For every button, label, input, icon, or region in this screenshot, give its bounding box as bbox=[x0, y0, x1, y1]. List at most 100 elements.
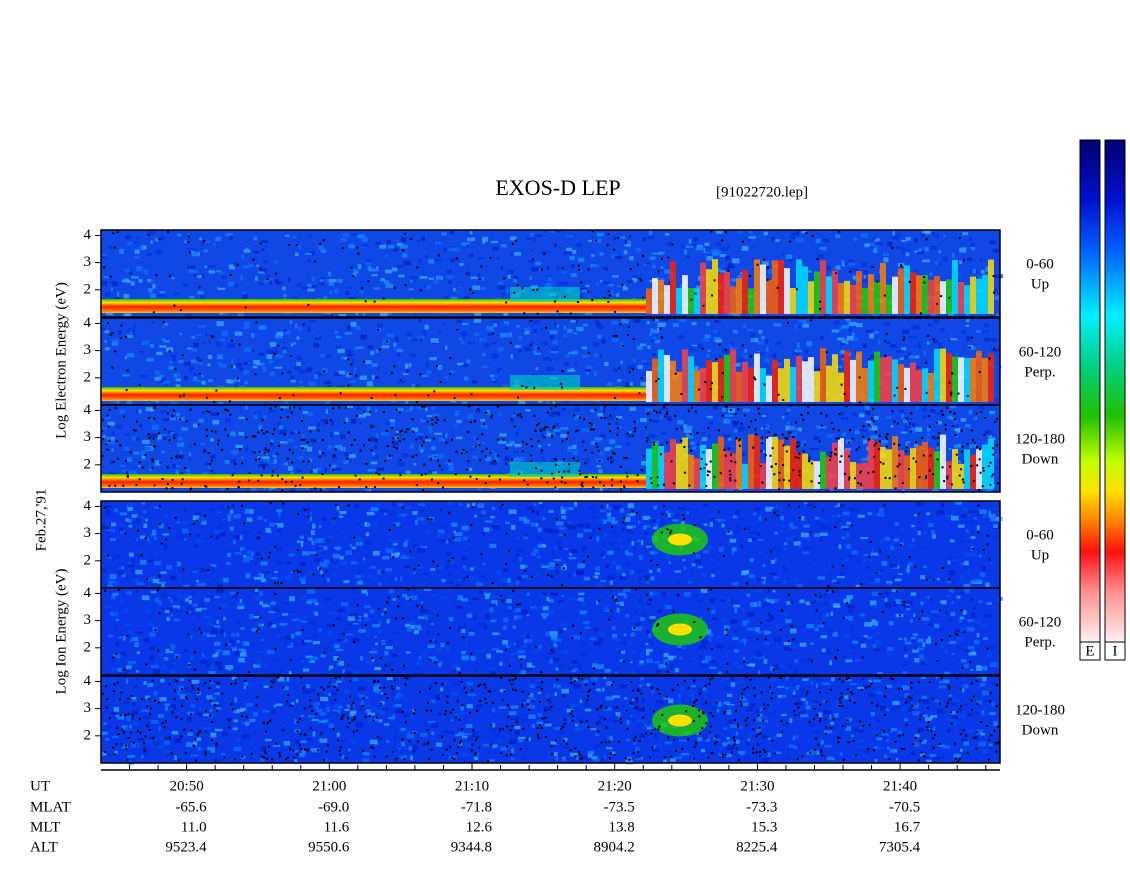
spectrogram-texture bbox=[980, 270, 985, 274]
spectrogram-texture bbox=[482, 562, 486, 566]
spectrogram-texture bbox=[927, 335, 930, 338]
spectrogram-texture bbox=[489, 256, 492, 259]
spectrogram-texture bbox=[565, 523, 572, 528]
spectrogram-texture bbox=[133, 324, 136, 329]
spectrogram-texture bbox=[221, 331, 228, 336]
spectrogram-texture bbox=[299, 483, 302, 486]
spectrogram-texture bbox=[424, 472, 427, 475]
spectrogram-texture bbox=[801, 359, 807, 362]
spectrogram-texture bbox=[757, 532, 760, 536]
spectrogram-texture bbox=[202, 240, 211, 243]
spectrogram-texture bbox=[727, 262, 734, 268]
spectrogram-texture bbox=[911, 538, 916, 543]
spectrogram-texture bbox=[198, 372, 201, 375]
spectrogram-texture bbox=[367, 345, 374, 349]
spectrogram-texture bbox=[636, 474, 639, 477]
spectrogram-texture bbox=[870, 331, 879, 334]
spectrogram-texture bbox=[416, 266, 419, 269]
spectrogram-texture bbox=[836, 576, 845, 579]
spectrogram-texture bbox=[322, 451, 325, 454]
spectrogram-texture bbox=[903, 336, 906, 339]
spectrogram-texture bbox=[150, 419, 155, 423]
spectrogram-texture bbox=[874, 238, 880, 242]
spectrogram-texture bbox=[597, 334, 602, 339]
spectrogram-texture bbox=[431, 440, 436, 445]
spectrogram-texture bbox=[446, 275, 454, 279]
spectrogram-texture bbox=[800, 532, 809, 538]
spectrogram-texture bbox=[678, 318, 687, 323]
spectrogram-texture bbox=[708, 434, 711, 439]
spectrogram-texture bbox=[405, 428, 408, 431]
spectrogram-texture bbox=[778, 488, 781, 491]
spectrogram-texture bbox=[106, 530, 113, 534]
spectrogram-texture bbox=[838, 413, 841, 416]
spectrogram-texture bbox=[791, 233, 797, 236]
spectrogram-texture bbox=[869, 540, 872, 543]
spectrogram-texture bbox=[553, 425, 556, 428]
spectrogram-texture bbox=[728, 437, 732, 441]
spectrogram-texture bbox=[134, 249, 140, 254]
spectrogram-texture bbox=[166, 565, 173, 570]
spectrogram-texture bbox=[718, 273, 724, 314]
spectrogram-texture bbox=[739, 438, 742, 441]
spectrogram-texture bbox=[976, 278, 982, 314]
spectrogram-texture bbox=[245, 446, 249, 451]
spectrogram-texture bbox=[709, 388, 712, 391]
spectrogram-texture bbox=[270, 371, 275, 377]
spectrogram-texture bbox=[840, 350, 846, 355]
spectrogram-texture bbox=[128, 271, 133, 275]
spectrogram-texture bbox=[500, 266, 504, 271]
spectrogram-texture bbox=[566, 454, 573, 458]
spectrogram-texture bbox=[601, 578, 608, 581]
spectrogram-texture bbox=[227, 552, 232, 558]
spectrogram-texture bbox=[922, 368, 928, 402]
spectrogram-texture bbox=[385, 283, 394, 289]
spectrogram-texture bbox=[118, 330, 122, 335]
spectrogram-texture bbox=[424, 439, 432, 442]
spectrogram-texture bbox=[907, 416, 913, 421]
spectrogram-texture bbox=[198, 418, 204, 423]
spectrogram-texture bbox=[434, 258, 442, 262]
spectrogram-texture bbox=[961, 247, 967, 250]
spectrogram-texture bbox=[946, 279, 952, 314]
spectrogram-texture bbox=[408, 336, 411, 340]
spectrogram-texture bbox=[478, 278, 481, 281]
spectrogram-texture bbox=[797, 325, 803, 329]
spectrogram-texture bbox=[649, 248, 656, 252]
spectrogram-texture bbox=[101, 430, 104, 433]
spectrogram-texture bbox=[301, 420, 304, 423]
spectrogram-texture bbox=[170, 261, 173, 266]
spectrogram-texture bbox=[518, 349, 522, 353]
spectrogram-texture bbox=[458, 373, 463, 378]
spectrogram-texture bbox=[502, 384, 509, 387]
spectrogram-texture bbox=[280, 441, 288, 444]
spectrogram-texture bbox=[675, 580, 682, 585]
spectrogram-texture bbox=[944, 513, 953, 518]
spectrogram-texture bbox=[961, 330, 966, 334]
spectrogram-texture bbox=[618, 436, 622, 442]
spectrogram-texture bbox=[451, 438, 454, 441]
spectrogram-texture bbox=[276, 569, 281, 572]
spectrogram-texture bbox=[765, 338, 768, 344]
spectrogram-texture bbox=[820, 260, 826, 314]
spectrogram-texture bbox=[453, 397, 456, 400]
spectrogram-texture bbox=[926, 566, 930, 570]
spectrogram-texture bbox=[862, 368, 868, 402]
spectrogram-texture bbox=[730, 460, 733, 463]
spectrogram-texture bbox=[208, 270, 216, 274]
spectrogram-texture bbox=[873, 444, 876, 447]
spectrogram-texture bbox=[116, 231, 119, 234]
spectrogram-texture bbox=[818, 517, 826, 523]
spectrogram-texture bbox=[790, 526, 798, 530]
spectrogram-texture bbox=[526, 237, 532, 240]
spectrogram-texture bbox=[250, 450, 254, 454]
spectrogram-texture bbox=[178, 395, 181, 398]
spectrogram-texture bbox=[841, 340, 849, 345]
spectrogram-texture bbox=[272, 423, 275, 426]
spectrogram-texture bbox=[260, 578, 266, 583]
spectrogram-texture bbox=[545, 428, 549, 431]
spectrogram-texture bbox=[164, 323, 169, 326]
spectrogram-texture bbox=[826, 276, 832, 314]
spectrogram-texture bbox=[537, 486, 540, 490]
